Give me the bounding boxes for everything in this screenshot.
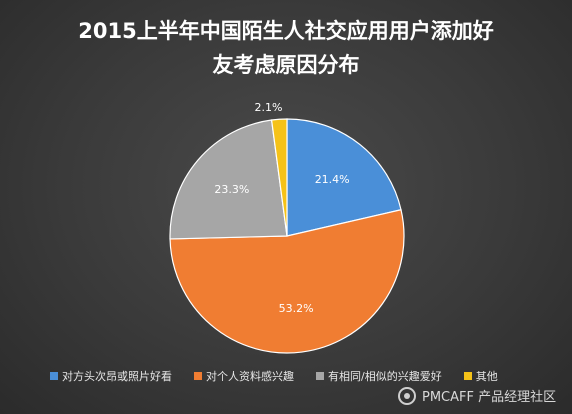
data-label-1: 53.2% (279, 302, 314, 315)
pie-slice-3 (270, 118, 288, 237)
data-label-0: 21.4% (315, 173, 350, 186)
legend-swatch-0 (50, 372, 58, 380)
legend-item-3: 其他 (463, 368, 498, 384)
chart-title-line-2: 友考虑原因分布 (212, 53, 360, 77)
legend-swatch-1 (194, 372, 202, 380)
legend-item-0: 对方头次昂或照片好看 (50, 368, 172, 384)
data-label-3: 2.1% (255, 101, 283, 114)
data-label-2: 23.3% (214, 183, 249, 196)
pmcaff-logo-icon (398, 386, 416, 405)
chart-title: 2015上半年中国陌生人社交应用用户添加好 友考虑原因分布 (0, 14, 572, 82)
legend-item-1: 对个人资料感兴趣 (194, 368, 294, 384)
chart-title-line-1: 2015上半年中国陌生人社交应用用户添加好 (78, 19, 494, 43)
legend-swatch-3 (463, 372, 472, 380)
chart-legend: 对方头次昂或照片好看 对个人资料感兴趣 有相同/相似的兴趣爱好 其他 (50, 367, 498, 385)
pie-slice-1 (169, 209, 405, 354)
legend-label-1: 对个人资料感兴趣 (206, 370, 294, 383)
legend-item-2: 有相同/相似的兴趣爱好 (316, 368, 442, 384)
pie-slice-0 (286, 118, 402, 237)
pie-slice-2 (169, 119, 288, 240)
legend-label-2: 有相同/相似的兴趣爱好 (328, 370, 442, 383)
legend-label-3: 其他 (475, 370, 498, 383)
legend-label-0: 对方头次昂或照片好看 (62, 370, 172, 383)
legend-swatch-2 (316, 372, 324, 380)
watermark: PMCAFF 产品经理社区 (398, 386, 556, 405)
watermark-text: PMCAFF 产品经理社区 (422, 390, 557, 405)
